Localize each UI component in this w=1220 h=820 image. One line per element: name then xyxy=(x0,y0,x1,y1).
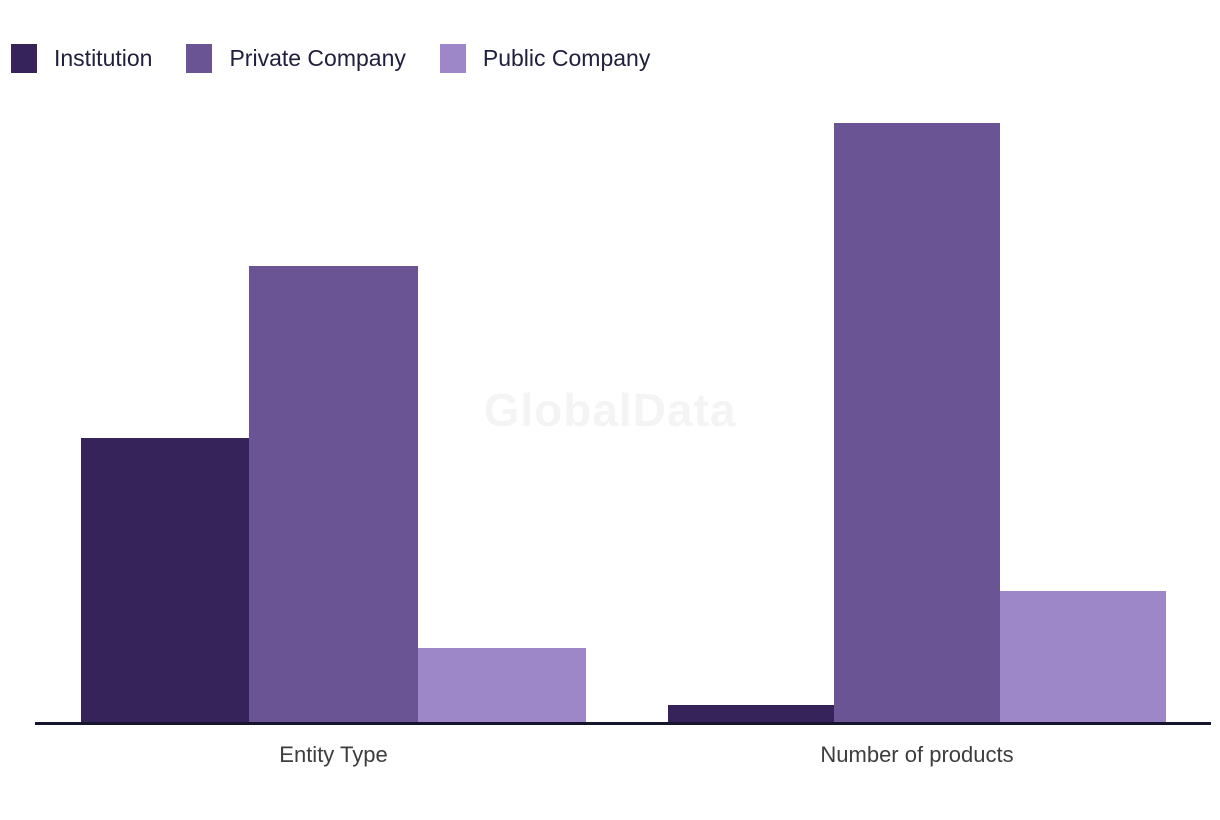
legend-item-public-company[interactable]: Public Company xyxy=(439,44,651,73)
bar-institution-entity-type[interactable] xyxy=(81,438,250,725)
legend-swatch-institution xyxy=(11,44,37,73)
globaldata-watermark: GlobalData xyxy=(483,384,737,436)
bar-private-company-entity-type[interactable] xyxy=(249,266,418,725)
bar-group-number-of-products xyxy=(668,123,1166,725)
category-label-entity-type: Entity Type xyxy=(279,742,388,767)
legend-label-institution: Institution xyxy=(54,45,153,71)
bar-public-company-number-of-products[interactable] xyxy=(1000,591,1166,725)
bar-public-company-entity-type[interactable] xyxy=(417,648,586,725)
x-axis-line xyxy=(35,722,1211,725)
bar-group-entity-type xyxy=(81,266,586,725)
legend-swatch-public-company xyxy=(439,44,466,73)
legend-item-institution[interactable]: Institution xyxy=(11,44,152,73)
bar-institution-number-of-products[interactable] xyxy=(668,705,834,725)
bar-private-company-number-of-products[interactable] xyxy=(834,123,1000,725)
legend-item-private-company[interactable]: Private Company xyxy=(186,44,406,73)
legend-label-public-company: Public Company xyxy=(482,45,651,71)
legend: Institution Private Company Public Compa… xyxy=(11,44,684,73)
category-label-number-of-products: Number of products xyxy=(820,742,1014,767)
legend-swatch-private-company xyxy=(186,44,213,73)
legend-label-private-company: Private Company xyxy=(229,45,406,71)
